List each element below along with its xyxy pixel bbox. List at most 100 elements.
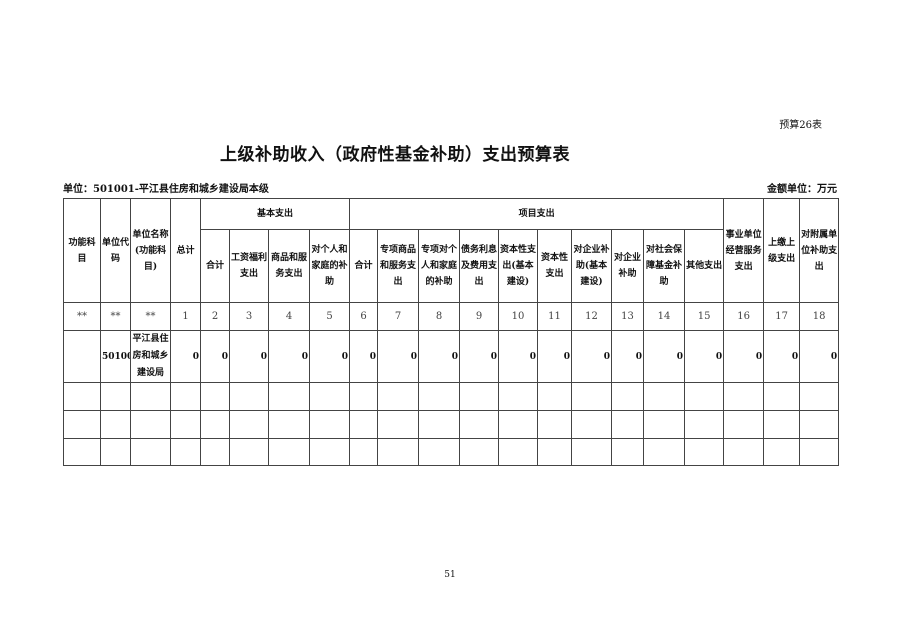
empty-cell [571, 382, 613, 411]
index-cell: ** [63, 302, 101, 331]
empty-cell [498, 410, 539, 439]
header-total: 总计 [170, 198, 201, 303]
index-cell: 17 [763, 302, 801, 331]
header-name: 单位名称(功能科目) [130, 198, 171, 303]
empty-cell [63, 382, 101, 411]
empty-cell [377, 410, 420, 439]
header-func: 功能科目 [63, 198, 101, 303]
money-unit-label: 金额单位：万元 [767, 184, 837, 195]
unit-label: 单位：501001-平江县住房和城乡建设局本级 [63, 184, 269, 195]
index-cell: 13 [611, 302, 645, 331]
empty-cell [643, 438, 686, 466]
empty-cell [537, 410, 573, 439]
empty-cell [63, 410, 101, 439]
empty-cell [763, 438, 801, 466]
empty-cell [349, 382, 379, 411]
index-cell: 11 [537, 302, 573, 331]
empty-cell [571, 410, 613, 439]
empty-cell [349, 438, 379, 466]
value-cell: 0 [418, 330, 461, 383]
empty-cell [130, 382, 171, 411]
func-cell [63, 330, 101, 383]
index-cell: 18 [799, 302, 840, 331]
empty-cell [611, 410, 645, 439]
empty-cell [611, 382, 645, 411]
page-number: 51 [444, 570, 456, 580]
header-project-col: 对企业补助(基本建设) [571, 229, 613, 303]
empty-cell [611, 438, 645, 466]
value-cell: 0 [763, 330, 801, 383]
index-cell: 8 [418, 302, 461, 331]
value-cell: 0 [349, 330, 379, 383]
empty-row [63, 438, 840, 466]
empty-cell [684, 438, 725, 466]
value-cell: 0 [308, 330, 351, 383]
value-cell: 0 [571, 330, 613, 383]
empty-row [63, 410, 840, 439]
value-cell: 0 [723, 330, 765, 383]
empty-cell [418, 382, 461, 411]
empty-cell [459, 438, 500, 466]
header-row-2: 合计 工资福利支出 商品和服务支出 对个人和家庭的补助 合计 专项商品和服务支出 专项对个人… [64, 229, 839, 303]
header-basic: 基本支出 [199, 198, 351, 230]
value-cell: 0 [643, 330, 686, 383]
empty-cell [498, 438, 539, 466]
empty-cell [170, 438, 201, 466]
header-affiliate: 对附属单位补助支出 [799, 198, 840, 303]
empty-row [63, 382, 840, 411]
empty-cell [684, 410, 725, 439]
code-cell: 501001 [100, 330, 131, 383]
index-cell: 1 [170, 302, 201, 331]
empty-cell [763, 382, 801, 411]
index-cell: 10 [498, 302, 539, 331]
header-project: 项目支出 [349, 198, 725, 230]
index-cell: 5 [308, 302, 351, 331]
table-row: 501001平江县住房和城乡建设局000000000000000000 [63, 330, 840, 383]
empty-cell [170, 410, 201, 439]
header-basic-col: 商品和服务支出 [268, 229, 310, 303]
header-project-col: 债务利息及费用支出 [459, 229, 500, 303]
empty-cell [100, 382, 131, 411]
empty-cell [308, 382, 351, 411]
header-project-col: 资本性支出 [537, 229, 573, 303]
empty-cell [799, 410, 840, 439]
index-cell: 12 [571, 302, 613, 331]
empty-cell [377, 382, 420, 411]
index-cell: ** [100, 302, 131, 331]
empty-cell [459, 410, 500, 439]
index-cell: 6 [349, 302, 379, 331]
empty-cell [349, 410, 379, 439]
empty-cell [229, 410, 269, 439]
empty-cell [308, 410, 351, 439]
empty-cell [418, 438, 461, 466]
name-cell: 平江县住房和城乡建设局 [130, 330, 171, 383]
header-project-col: 专项商品和服务支出 [377, 229, 420, 303]
index-cell: 4 [268, 302, 310, 331]
value-cell: 0 [229, 330, 269, 383]
value-cell: 0 [611, 330, 645, 383]
header-basic-col: 工资福利支出 [229, 229, 269, 303]
empty-cell [498, 382, 539, 411]
empty-cell [418, 410, 461, 439]
header-basic-col: 合计 [200, 229, 230, 303]
header-row-1: 功能科目 单位代码 单位名称(功能科目) 总计 基本支出 项目支出 事业单位经营… [63, 198, 840, 303]
empty-cell [643, 382, 686, 411]
empty-cell [308, 438, 351, 466]
header-basic-col: 对个人和家庭的补助 [308, 229, 351, 303]
header-upper: 上缴上级支出 [763, 198, 801, 303]
empty-cell [229, 438, 269, 466]
empty-cell [723, 410, 765, 439]
empty-cell [100, 438, 131, 466]
header-project-col: 对企业补助 [611, 229, 645, 303]
value-cell: 0 [684, 330, 725, 383]
value-cell: 0 [498, 330, 539, 383]
empty-cell [200, 410, 230, 439]
value-cell: 0 [268, 330, 310, 383]
index-row: ** ** ** 1 2 3 4 5 6 7 8 9 10 11 12 13 14 15 16 17 18 [63, 302, 840, 331]
header-code: 单位代码 [100, 198, 131, 303]
empty-cell [170, 382, 201, 411]
index-cell: 7 [377, 302, 420, 331]
empty-cell [100, 410, 131, 439]
header-project-col: 其他支出 [684, 229, 725, 303]
table-number: 预算26表 [779, 120, 822, 131]
